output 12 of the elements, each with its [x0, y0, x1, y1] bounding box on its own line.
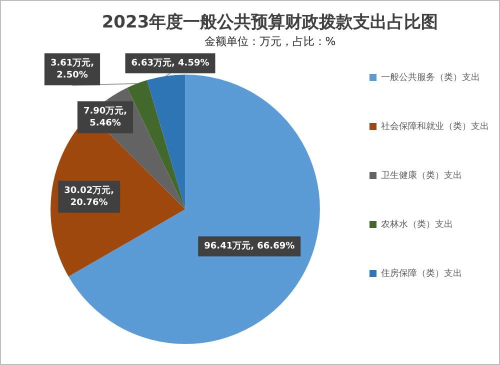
chart-subtitle: 金额单位：万元，占比：% [204, 34, 336, 48]
data-label: 30.02万元, 20.76% [64, 185, 114, 208]
data-label: 7.90万元, 5.46% [83, 106, 128, 129]
legend-label: 农林水（类）支出 [381, 218, 453, 230]
legend-label: 一般公共服务（类）支出 [381, 72, 480, 83]
legend-label: 卫生健康（类）支出 [381, 170, 462, 181]
data-label: 6.63万元, 4.59% [131, 58, 210, 69]
data-label: 96.41万元, 66.69% [204, 240, 295, 252]
legend-label: 住房保障（类）支出 [381, 268, 462, 279]
legend-label: 社会保障和就业（类）支出 [381, 120, 489, 132]
chart-title: 2023年度一般公共预算财政拨款支出占比图 [102, 12, 438, 33]
data-label: 3.61万元, 2.50% [50, 58, 94, 81]
